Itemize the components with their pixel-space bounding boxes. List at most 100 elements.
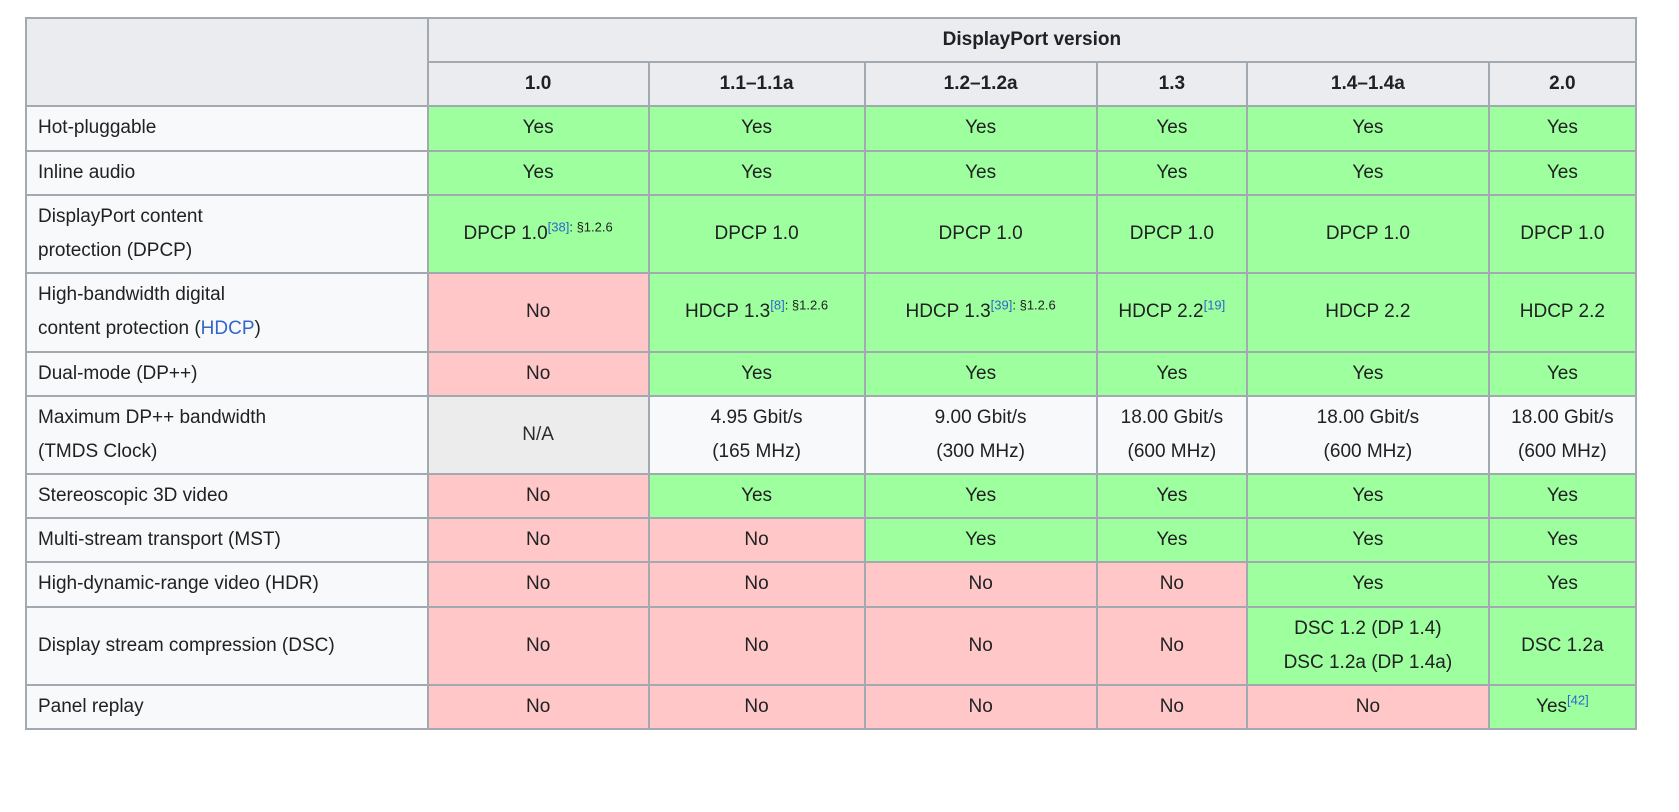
table-row: High-bandwidth digital content protectio…: [25, 272, 1638, 353]
cell-text: HDCP 2.2: [1118, 301, 1204, 323]
table-cell: Yes: [647, 105, 866, 152]
cell-text: DPCP 1.0: [938, 222, 1023, 244]
row-label: Panel replay: [25, 683, 429, 731]
table-row: Panel replay No No No No No Yes[42]: [25, 683, 1638, 731]
column-header-1-0: 1.0: [426, 61, 650, 108]
cell-text: 4.95 Gbit/s (165 MHz): [710, 406, 803, 462]
cell-text: No: [968, 573, 993, 595]
table-cell: 18.00 Gbit/s (600 MHz): [1246, 394, 1490, 476]
row-label: Dual-mode (DP++): [25, 350, 429, 397]
table-cell: Yes: [1487, 105, 1638, 152]
table-cell: 18.00 Gbit/s (600 MHz): [1487, 394, 1638, 476]
cell-text: No: [525, 696, 551, 717]
section-note: : §1.2.6: [569, 219, 613, 235]
header-row-title: DisplayPort version: [25, 16, 1638, 108]
table-header: DisplayPort version 1.0 1.1–1.1a 1.2–1.2…: [25, 16, 1638, 108]
cell-text: Yes: [741, 485, 773, 507]
table-cell: DSC 1.2 (DP 1.4) DSC 1.2a (DP 1.4a): [1246, 605, 1490, 687]
cell-text: Yes: [1156, 529, 1188, 551]
section-note: : §1.2.6: [784, 297, 829, 313]
cell-text: DSC 1.2a: [1521, 634, 1604, 656]
table-cell: No: [426, 350, 650, 397]
cell-text: Yes: [1546, 117, 1578, 139]
table-cell: Yes: [1246, 561, 1490, 608]
row-label: Hot-pluggable: [25, 105, 429, 152]
cell-text: Yes: [1352, 485, 1384, 507]
table-cell: No: [426, 605, 650, 687]
table-cell: HDCP 2.2: [1487, 272, 1638, 353]
table-cell: No: [426, 473, 650, 520]
table-cell: No: [647, 517, 866, 564]
table-cell: Yes: [1487, 517, 1638, 564]
cell-text: Yes: [522, 161, 554, 183]
ref-link[interactable]: [38]: [547, 219, 570, 235]
ref-link[interactable]: [39]: [990, 297, 1013, 313]
cell-text: No: [1159, 573, 1184, 595]
table-cell: Yes: [1095, 149, 1249, 196]
table-cell: No: [1246, 683, 1490, 731]
row-label: High-bandwidth digital content protectio…: [25, 272, 429, 353]
row-label: DisplayPort content protection (DPCP): [25, 193, 429, 275]
table-cell: Yes: [1246, 517, 1490, 564]
table-cell: Yes: [426, 105, 650, 152]
cell-text: Yes: [965, 485, 997, 507]
table-cell: Yes: [863, 149, 1098, 196]
cell-text: Yes: [741, 362, 773, 384]
table-row: Maximum DP++ bandwidth (TMDS Clock) N/A 4.…: [25, 394, 1638, 476]
cell-text: Yes: [522, 117, 554, 139]
table-cell: DPCP 1.0: [863, 193, 1098, 275]
hdcp-link[interactable]: HDCP: [200, 318, 255, 340]
cell-text: N/A: [522, 423, 554, 445]
table-row: Display stream compression (DSC) No No No No…: [25, 605, 1638, 687]
cell-text: 18.00 Gbit/s (600 MHz): [1120, 406, 1224, 462]
section-note: : §1.2.6: [1012, 297, 1056, 313]
cell-text: No: [968, 696, 993, 717]
superscript: [8]: §1.2.6: [770, 298, 828, 313]
table-cell: Yes: [1487, 149, 1638, 196]
cell-text: No: [968, 634, 993, 656]
table-row: Inline audio Yes Yes Yes Yes Yes Yes: [25, 149, 1638, 196]
cell-text: Yes: [741, 117, 773, 139]
table-cell: Yes: [1095, 517, 1249, 564]
row-label: High-dynamic-range video (HDR): [25, 561, 429, 608]
cell-text: HDCP 2.2: [1519, 301, 1605, 323]
table-cell: DPCP 1.0: [1487, 193, 1638, 275]
table-cell: Yes: [863, 473, 1098, 520]
corner-cell: [25, 16, 429, 108]
table-row: Stereoscopic 3D video No Yes Yes Yes Yes Yes: [25, 473, 1638, 520]
cell-text: No: [1159, 696, 1184, 717]
table-cell: Yes: [1487, 561, 1638, 608]
row-label: Stereoscopic 3D video: [25, 473, 429, 520]
superscript: [38]: §1.2.6: [548, 220, 613, 235]
table-cell: Yes: [1095, 105, 1249, 152]
cell-text: DPCP 1.0: [714, 222, 799, 244]
table-cell: DPCP 1.0: [647, 193, 866, 275]
cell-text: No: [525, 529, 551, 551]
ref-link[interactable]: [8]: [770, 297, 785, 313]
cell-text: No: [1355, 696, 1381, 717]
ref-link[interactable]: [19]: [1203, 297, 1226, 313]
table-cell: Yes: [647, 473, 866, 520]
table-cell: Yes: [1487, 473, 1638, 520]
cell-text: Yes: [1546, 573, 1578, 595]
table-cell: No: [426, 272, 650, 353]
ref-link[interactable]: [42]: [1567, 692, 1589, 708]
cell-text: Yes: [1156, 161, 1188, 183]
table-cell: No: [647, 561, 866, 608]
cell-text: No: [525, 573, 551, 595]
table-cell: No: [1095, 561, 1249, 608]
table-cell: No: [863, 561, 1098, 608]
cell-text: Yes: [1156, 362, 1188, 384]
cell-text: No: [525, 301, 551, 323]
cell-text: Yes: [1546, 362, 1578, 384]
table-cell: No: [863, 605, 1098, 687]
table-row: Multi-stream transport (MST) No No Yes Yes Ye…: [25, 517, 1638, 564]
cell-text: Yes: [1156, 117, 1188, 139]
cell-text: No: [744, 529, 769, 551]
cell-text: HDCP 1.3: [685, 301, 771, 323]
cell-text: Yes: [1352, 161, 1384, 183]
cell-text: Yes: [965, 529, 997, 551]
cell-text: DSC 1.2 (DP 1.4) DSC 1.2a (DP 1.4a): [1283, 617, 1453, 673]
table-cell: DPCP 1.0: [1095, 193, 1249, 275]
table-title: DisplayPort version: [426, 16, 1638, 64]
